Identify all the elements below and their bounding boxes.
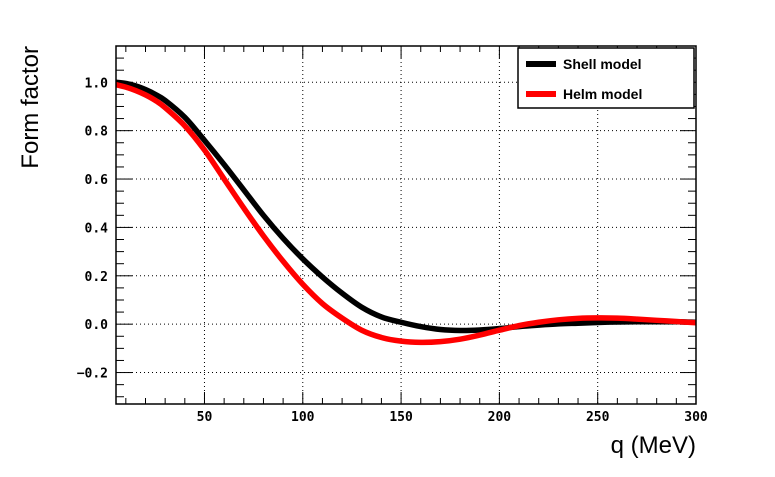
x-axis-title: q (MeV) <box>611 432 696 459</box>
x-tick-label: 300 <box>684 410 708 425</box>
y-tick-label: 1.0 <box>85 76 109 91</box>
y-tick-label: 0.0 <box>85 318 109 333</box>
x-tick-label: 250 <box>586 410 610 425</box>
legend-box <box>517 47 695 109</box>
legend-label-helm-model: Helm model <box>563 86 642 102</box>
y-tick-labels: −0.2 0.0 0.2 0.4 0.6 0.8 1.0 <box>77 76 108 381</box>
plot-frame <box>115 45 697 405</box>
series-lines <box>116 79 696 346</box>
legend: Shell model Helm model <box>517 47 695 109</box>
y-tick-label: −0.2 <box>77 367 108 382</box>
series-line-helm-model <box>116 81 696 346</box>
y-tick-label: 0.6 <box>85 173 109 188</box>
x-tick-label: 200 <box>488 410 512 425</box>
y-tick-label: 0.8 <box>85 125 109 140</box>
y-tick-label: 0.4 <box>85 221 109 236</box>
y-tick-label: 0.2 <box>85 270 108 285</box>
x-tick-label: 100 <box>291 410 315 425</box>
series-line-shell-model <box>116 79 696 334</box>
grid-lines <box>116 46 696 404</box>
y-axis-title: Form factor <box>17 46 44 169</box>
x-tick-label: 150 <box>389 410 413 425</box>
legend-label-shell-model: Shell model <box>563 56 642 72</box>
x-tick-labels: 50 100 150 200 250 300 <box>197 410 708 425</box>
x-tick-label: 50 <box>197 410 213 425</box>
